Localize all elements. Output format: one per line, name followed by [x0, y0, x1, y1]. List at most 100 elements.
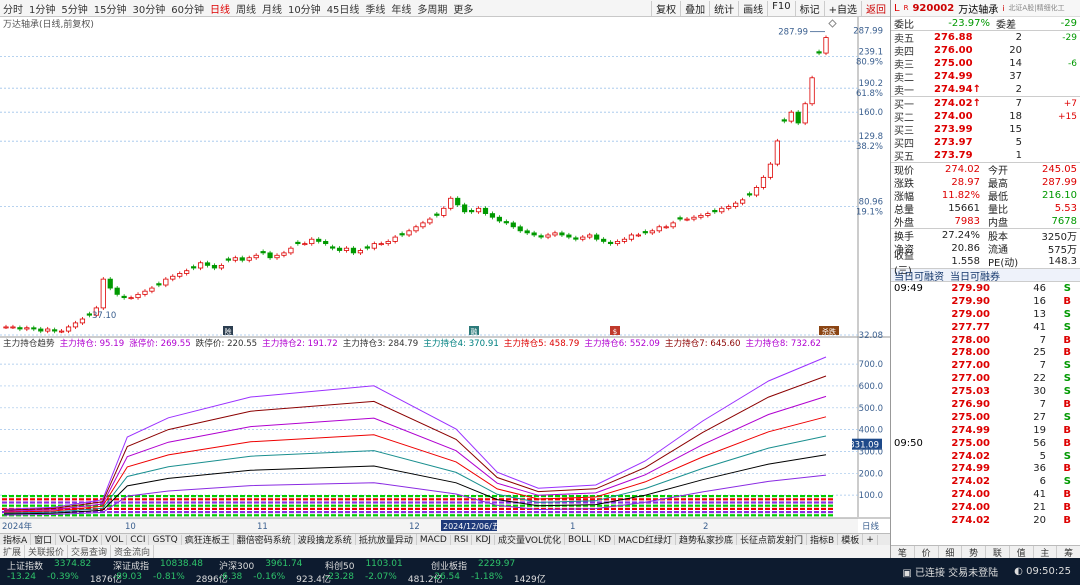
- period-tab[interactable]: 10分钟: [287, 4, 321, 16]
- indicator-tab[interactable]: MACD红绿灯: [615, 534, 677, 545]
- signal-stripe: [457, 495, 462, 498]
- indicator-tab[interactable]: RSI: [451, 534, 473, 545]
- signal-stripe: [744, 504, 749, 507]
- signal-stripe: [429, 507, 434, 510]
- category-tab[interactable]: 交易查询: [68, 545, 112, 558]
- tick-row: 279.90 16 B: [891, 295, 1080, 308]
- bid-row[interactable]: 买四 273.97 5: [891, 136, 1080, 150]
- signal-stripe: [394, 507, 399, 510]
- ask-row[interactable]: 卖四 276.00 20: [891, 44, 1080, 58]
- panel-tab[interactable]: 细: [939, 545, 963, 559]
- signal-stripe: [121, 495, 126, 498]
- signal-stripe: [37, 514, 42, 517]
- panel-tab[interactable]: 值: [1010, 545, 1034, 559]
- indicator-tab[interactable]: 模板: [838, 534, 864, 545]
- indicator-tab[interactable]: 指标A: [0, 534, 32, 545]
- period-tab[interactable]: 更多: [453, 4, 474, 16]
- signal-stripe: [177, 511, 182, 514]
- ask-row[interactable]: 卖一 274.94↑ 2: [891, 83, 1080, 97]
- toolbar-button[interactable]: +自选: [823, 0, 861, 16]
- period-tab[interactable]: 1分钟: [29, 4, 56, 16]
- indicator-tab[interactable]: GSTQ: [149, 534, 182, 545]
- ask-row[interactable]: 卖二 274.99 37: [891, 70, 1080, 84]
- period-tab[interactable]: 60分钟: [171, 4, 204, 16]
- period-tab[interactable]: 周线: [235, 4, 256, 16]
- indicator-tab[interactable]: 成交量VOL优化: [495, 534, 566, 545]
- period-tab[interactable]: 月线: [261, 4, 282, 16]
- period-tab[interactable]: 45日线: [326, 4, 360, 16]
- index-cell[interactable]: 科创50 1103.01: [318, 559, 424, 572]
- indicator-tab[interactable]: 趋势私家抄底: [676, 534, 738, 545]
- index-cell[interactable]: 创业板指 2229.97: [424, 559, 530, 572]
- panel-tab[interactable]: 主: [1034, 545, 1058, 559]
- indicator-tab[interactable]: CCI: [127, 534, 150, 545]
- category-tab[interactable]: 扩展: [0, 545, 26, 558]
- bid-row[interactable]: 买五 273.79 1: [891, 149, 1080, 163]
- indicator-tab[interactable]: VOL-TDX: [56, 534, 103, 545]
- ask-row[interactable]: 卖三 275.00 14 -6: [891, 57, 1080, 71]
- toolbar-button[interactable]: F10: [767, 0, 794, 16]
- kline-chart-svg[interactable]: 万达轴承(日线,前复权)287.99239.180.9%190.261.8%16…: [0, 17, 890, 533]
- indicator-tab[interactable]: +: [863, 534, 878, 545]
- indicator-tabs: 指标A 窗口 VOL-TDX VOL CCI GSTQ 疯狂连板王 翻倍密码系统 波段擒龙系统抵…: [0, 533, 890, 545]
- period-tab[interactable]: 分时: [3, 4, 23, 16]
- index-cell[interactable]: 沪深300 3961.74: [212, 559, 318, 572]
- signal-stripe: [310, 498, 315, 501]
- indicator-tab[interactable]: 长征点箭发射门: [737, 534, 808, 545]
- bid-row[interactable]: 买一 274.02↑ 7 +7: [891, 97, 1080, 111]
- indicator-tab[interactable]: MACD: [417, 534, 451, 545]
- financing-tab[interactable]: 当日可融券: [950, 271, 1000, 283]
- bid-row[interactable]: 买二 274.00 18 +15: [891, 110, 1080, 124]
- panel-tab[interactable]: 笔: [891, 545, 915, 559]
- signal-stripe: [730, 514, 735, 517]
- signal-stripe: [807, 495, 812, 498]
- event-marker[interactable]: [223, 326, 233, 335]
- indicator-tab[interactable]: KDJ: [472, 534, 495, 545]
- signal-stripe: [219, 501, 224, 504]
- toolbar-button[interactable]: 返回: [861, 0, 890, 16]
- toolbar-button[interactable]: 标记: [794, 0, 824, 16]
- event-marker[interactable]: [610, 326, 620, 335]
- indicator-tab[interactable]: 波段擒龙系统: [295, 534, 356, 545]
- indicator-tab[interactable]: KD: [595, 534, 616, 545]
- period-tab[interactable]: 30分钟: [132, 4, 166, 16]
- indicator-tab[interactable]: 窗口: [31, 534, 57, 545]
- period-tab[interactable]: 多周期: [417, 4, 448, 16]
- category-tab[interactable]: 资金流向: [111, 545, 155, 558]
- period-tab[interactable]: 日线: [209, 4, 230, 16]
- indicator-tab[interactable]: 疯狂连板王: [182, 534, 234, 545]
- panel-tab[interactable]: 势: [962, 545, 986, 559]
- event-marker[interactable]: [469, 326, 479, 335]
- toolbar-button[interactable]: 画线: [738, 0, 767, 16]
- event-marker[interactable]: [819, 326, 839, 335]
- toolbar-button[interactable]: 叠加: [680, 0, 709, 16]
- signal-stripe: [583, 498, 588, 501]
- ask-row[interactable]: 卖五 276.88 2 -29: [891, 31, 1080, 45]
- signal-stripe: [79, 498, 84, 501]
- info-icon[interactable]: i: [1002, 3, 1005, 13]
- financing-tab[interactable]: 当日可融资: [894, 271, 944, 283]
- index-cell[interactable]: 深证成指 10838.48: [106, 559, 212, 572]
- period-tab[interactable]: 年线: [391, 4, 412, 16]
- period-tab[interactable]: 15分钟: [93, 4, 127, 16]
- signal-stripe: [65, 507, 70, 510]
- period-tab[interactable]: 5分钟: [61, 4, 88, 16]
- indicator-tab[interactable]: 指标B: [807, 534, 839, 545]
- toolbar-button[interactable]: 统计: [709, 0, 738, 16]
- connection-status[interactable]: ▣ 已连接 交易未登陆: [902, 568, 999, 579]
- panel-tab[interactable]: 价: [915, 545, 939, 559]
- panel-tab[interactable]: 筹: [1057, 546, 1080, 559]
- category-tab[interactable]: 关联报价: [25, 545, 69, 558]
- index-cell[interactable]: 上证指数 3374.82: [0, 559, 106, 572]
- indicator-tab[interactable]: 抵抗放量异动: [356, 534, 417, 545]
- indicator-tab[interactable]: 翻倍密码系统: [234, 534, 295, 545]
- toolbar-button[interactable]: 复权: [651, 0, 680, 16]
- panel-tab[interactable]: 联: [986, 545, 1010, 559]
- date-axis-period[interactable]: 日线: [862, 521, 880, 532]
- bid-row[interactable]: 买三 273.99 15: [891, 123, 1080, 137]
- indicator-tab[interactable]: VOL: [102, 534, 128, 545]
- signal-stripe: [205, 514, 210, 517]
- period-tab[interactable]: 季线: [365, 4, 386, 16]
- signal-stripe: [485, 507, 490, 510]
- indicator-tab[interactable]: BOLL: [565, 534, 596, 545]
